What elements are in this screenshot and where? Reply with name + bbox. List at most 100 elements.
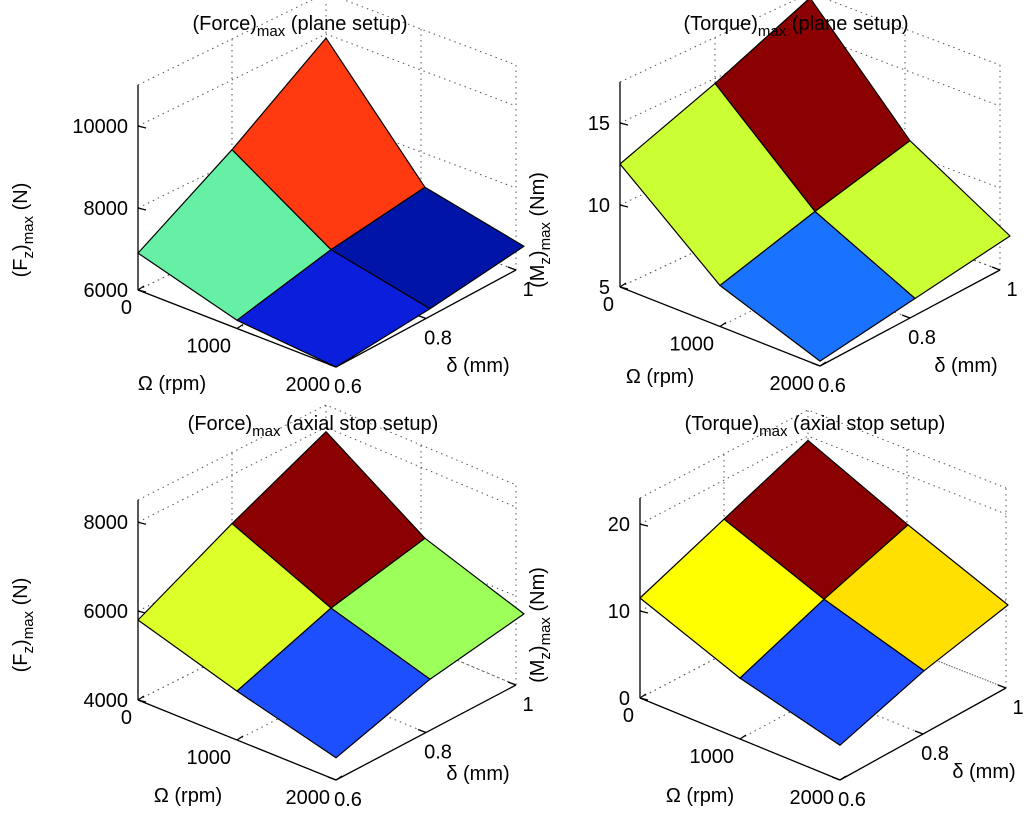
z-tick — [137, 521, 147, 525]
y-tick-label: 0.8 — [908, 327, 936, 349]
x-tick-label: 1000 — [670, 334, 715, 356]
chart-title: (Torque)max (plane setup) — [683, 13, 908, 40]
surface — [137, 37, 525, 368]
y-tick-label: 0.6 — [838, 789, 866, 811]
z-tick-label: 6000 — [84, 280, 129, 302]
z-tick — [619, 122, 629, 126]
y-tick — [901, 314, 911, 319]
x-tick-label: 0 — [603, 294, 614, 316]
y-axis-label: δ (mm) — [952, 761, 1015, 783]
z-tick-label: 10000 — [72, 116, 128, 138]
panel-force-plane: 6000 8000 10000 0 1000 2000 0.6 0.8 1 (Force)max … — [10, 0, 534, 398]
z-tick — [639, 697, 649, 701]
z-tick-label: 8000 — [84, 198, 129, 220]
y-tick-label: 1 — [522, 279, 533, 301]
y-tick-label: 0.6 — [334, 376, 362, 398]
x-axis-label: Ω (rpm) — [626, 366, 694, 388]
z-tick — [639, 610, 649, 614]
x-axis-label: Ω (rpm) — [138, 373, 206, 395]
x-tick — [236, 735, 244, 741]
y-tick-label: 0.8 — [424, 742, 452, 764]
panel-force-axial: 4000 6000 8000 0 1000 2000 0.6 0.8 1 (Force)max (… — [10, 404, 534, 811]
y-tick-label: 0.6 — [818, 375, 846, 397]
x-tick — [137, 695, 145, 701]
x-tick-label: 1000 — [187, 747, 232, 769]
x-tick — [839, 775, 847, 781]
surface-patch — [719, 210, 916, 362]
x-axis-label: Ω (rpm) — [666, 785, 734, 807]
y-tick — [914, 730, 924, 735]
y-axis-label: δ (mm) — [446, 763, 509, 785]
surface — [619, 0, 1011, 362]
surface — [639, 439, 1009, 746]
z-tick — [639, 523, 649, 527]
z-tick-label: 6000 — [84, 601, 129, 623]
x-tick-label: 2000 — [770, 373, 815, 395]
z-tick — [137, 207, 147, 211]
z-tick-label: 15 — [588, 113, 610, 135]
x-tick-label: 2000 — [286, 374, 331, 396]
x-tick-label: 1000 — [690, 746, 735, 768]
y-tick — [507, 266, 517, 271]
y-tick-label: 0.6 — [334, 789, 362, 811]
x-tick — [236, 323, 244, 330]
x-tick — [719, 321, 727, 328]
z-tick — [619, 204, 629, 208]
grid-line — [719, 233, 906, 327]
y-tick — [507, 681, 517, 686]
y-tick-label: 0.8 — [424, 328, 452, 350]
y-tick-label: 1 — [522, 694, 533, 716]
y-tick — [831, 776, 841, 781]
x-tick — [619, 282, 627, 288]
x-tick — [137, 285, 145, 291]
chart-title: (Force)max (axial stop setup) — [188, 413, 439, 440]
y-tick — [811, 362, 821, 367]
z-tick-label: 0 — [619, 688, 630, 710]
z-tick — [619, 286, 629, 290]
x-tick-label: 2000 — [286, 787, 331, 809]
surface-patch — [236, 607, 431, 759]
panel-torque-plane: 5 10 15 0 1000 2000 0.6 0.8 1 (Torque)max (plane … — [527, 0, 1018, 397]
y-tick — [991, 266, 1001, 271]
chart-title: (Force)max (plane setup) — [192, 13, 407, 40]
surface — [137, 431, 525, 759]
x-tick — [819, 361, 827, 367]
z-tick-label: 4000 — [84, 690, 129, 712]
y-tick — [417, 728, 427, 734]
z-tick-label: 10 — [588, 195, 610, 217]
x-tick-label: 0 — [121, 297, 132, 319]
panel-torque-axial: 0 10 20 0 1000 2000 0.6 0.8 1 (Torque)max (axial … — [527, 409, 1024, 811]
x-axis-label: Ω (rpm) — [154, 785, 222, 807]
z-tick-label: 8000 — [84, 512, 129, 534]
x-tick — [739, 734, 747, 740]
y-tick-label: 0.8 — [921, 743, 949, 765]
z-tick — [137, 699, 147, 703]
x-tick-label: 2000 — [790, 787, 835, 809]
z-axis-label: (Fz)max (N) — [10, 578, 37, 673]
z-tick — [137, 125, 147, 129]
z-tick-label: 10 — [608, 601, 630, 623]
x-tick-label: 0 — [121, 707, 132, 729]
x-tick-label: 1000 — [187, 336, 232, 358]
chart-title: (Torque)max (axial stop setup) — [685, 413, 946, 440]
x-tick — [335, 775, 343, 781]
y-axis-label: δ (mm) — [934, 355, 997, 377]
surface-patch — [739, 598, 925, 746]
grid-line — [137, 33, 517, 127]
y-tick — [327, 776, 337, 781]
z-axis-label: (Mz)max (Nm) — [527, 172, 554, 288]
y-axis-label: δ (mm) — [446, 355, 509, 377]
z-axis-label: (Mz)max (Nm) — [527, 567, 554, 683]
x-tick — [639, 693, 647, 699]
grid-line — [807, 609, 1007, 689]
z-tick-label: 5 — [599, 277, 610, 299]
surface-patch — [236, 249, 431, 368]
z-axis-label: (Fz)max (N) — [10, 183, 37, 278]
y-tick-label: 1 — [1012, 697, 1023, 719]
x-tick-label: 0 — [623, 705, 634, 727]
z-tick — [137, 289, 147, 293]
y-tick-label: 1 — [1006, 279, 1017, 301]
y-tick — [997, 684, 1007, 689]
z-tick-label: 20 — [608, 514, 630, 536]
